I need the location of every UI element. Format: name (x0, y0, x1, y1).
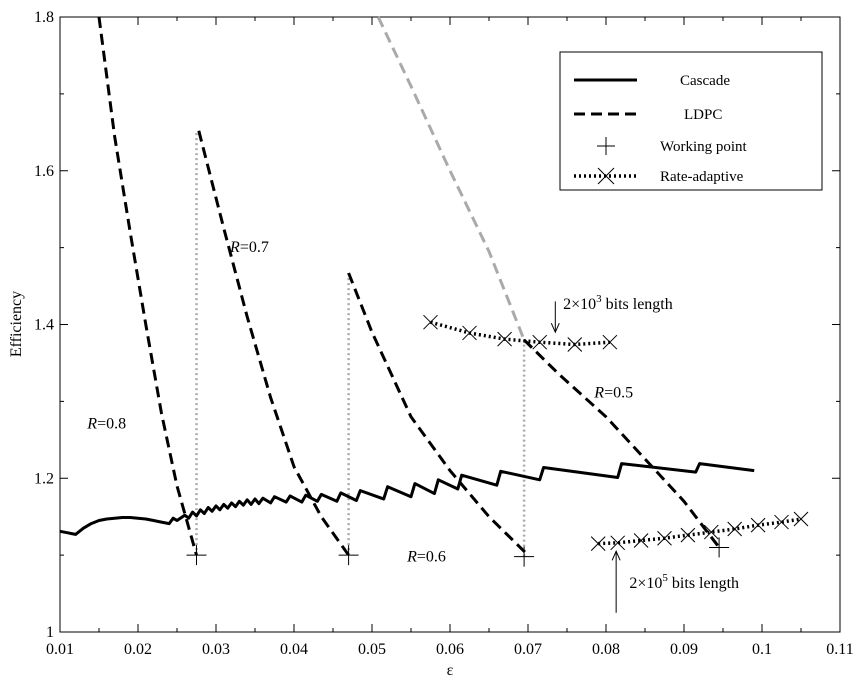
line-ldpc-r-0-6-3 (347, 272, 530, 557)
point-rate-adaptive-2-10-3-bits-length-7-3 (532, 334, 548, 350)
point-rate-adaptive-2-10-5-bits-length-8-5 (703, 524, 719, 540)
rate-label-2: R=0.6 (406, 548, 446, 565)
ticks-layer: 0.01 0.02 0.03 0.04 0.05 0.06 0.07 0.08 0.09 0.1 0… (34, 9, 854, 658)
x-tick-label-8: 0.09 (670, 641, 698, 658)
line-ldpc-r-0-5-4 (523, 338, 721, 549)
y-tick-label-4: 1.8 (34, 9, 54, 26)
point-rate-adaptive-2-10-5-bits-length-8-4 (680, 527, 696, 543)
x-axis-label: ε (447, 662, 454, 679)
point-rate-adaptive-2-10-5-bits-length-8-7 (750, 517, 766, 533)
x-tick-label-3: 0.04 (280, 641, 308, 658)
x-tick-label-1: 0.02 (124, 641, 152, 658)
line-ldpc-r-0-8-1 (97, 16, 198, 556)
point-rate-adaptive-2-10-3-bits-length-7-4 (567, 337, 583, 352)
legend-swatch-working-point (597, 137, 615, 155)
point-rate-adaptive-2-10-5-bits-length-8-3 (657, 530, 672, 546)
series-ldpc-r-0-6-3 (347, 272, 530, 557)
point-rate-adaptive-2-10-5-bits-length-8-2 (633, 533, 649, 548)
point-rate-adaptive-2-10-3-bits-length-7-5 (602, 334, 618, 350)
length-label-0: 2×103 bits length (563, 293, 673, 313)
series-ldpc-r-0-5-4 (523, 338, 721, 549)
length-arrow-1 (611, 550, 621, 613)
rate-label-1: R=0.7 (229, 239, 269, 256)
point-rate-adaptive-2-10-3-bits-length-7-0 (423, 314, 438, 330)
x-tick-label-5: 0.06 (436, 641, 464, 658)
x-tick-label-2: 0.03 (202, 641, 230, 658)
point-working-point-6-1 (338, 545, 359, 566)
x-tick-label-9: 0.1 (752, 641, 772, 658)
legend: Cascade LDPC Working point Rate-adaptive (559, 51, 823, 191)
point-rate-adaptive-2-10-3-bits-length-7-1 (462, 325, 477, 341)
point-rate-adaptive-2-10-5-bits-length-8-9 (793, 511, 809, 527)
y-tick-label-0: 1 (46, 624, 54, 641)
legend-label-working-point: Working point (660, 139, 748, 155)
x-tick-label-0: 0.01 (46, 641, 74, 658)
rate-label-3: R=0.5 (593, 385, 633, 402)
point-rate-adaptive-2-10-5-bits-length-8-8 (774, 514, 789, 530)
line-cascade-0 (59, 462, 755, 536)
line-ldpc-extended-5 (376, 16, 526, 341)
x-tick-label-4: 0.05 (358, 641, 386, 658)
x-tick-label-6: 0.07 (514, 641, 542, 658)
legend-swatch-rate-adaptive-marker (597, 167, 615, 185)
point-working-point-6-0 (186, 545, 207, 566)
point-working-point-6-2 (514, 546, 535, 567)
point-rate-adaptive-2-10-5-bits-length-8-6 (727, 521, 743, 537)
point-rate-adaptive-2-10-3-bits-length-7-2 (497, 331, 512, 347)
series-ldpc-r-0-8-1 (97, 16, 198, 556)
series-rate-adaptive-2-10-5-bits-length-8 (590, 511, 809, 551)
point-working-point-6-3 (709, 537, 730, 558)
series-ldpc-r-0-7-2 (197, 130, 350, 556)
legend-label-ldpc: LDPC (684, 107, 722, 123)
series-working-point-6 (186, 537, 730, 567)
point-rate-adaptive-2-10-5-bits-length-8-1 (610, 535, 626, 551)
length-arrow-0 (550, 301, 560, 334)
y-tick-label-2: 1.4 (34, 317, 54, 334)
line-ldpc-r-0-7-2 (197, 130, 350, 556)
y-tick-label-1: 1.2 (34, 470, 54, 487)
length-label-1: 2×105 bits length (629, 572, 739, 592)
series-cascade-0 (59, 462, 755, 536)
line-rate-adaptive-2-10-5-bits-length-8 (598, 517, 802, 546)
y-tick-label-3: 1.6 (34, 163, 54, 180)
x-tick-label-7: 0.08 (592, 641, 620, 658)
rate-label-0: R=0.8 (86, 415, 126, 432)
series-layer (59, 16, 809, 567)
point-rate-adaptive-2-10-5-bits-length-8-0 (590, 536, 606, 551)
legend-label-cascade: Cascade (680, 73, 730, 89)
series-ldpc-extended-5 (376, 16, 526, 341)
annotation-layer: R=0.8 R=0.7 R=0.6 R=0.5 2×103 bits length 2×1… (86, 239, 739, 613)
series-rate-adaptive-2-10-3-bits-length-7 (423, 314, 618, 352)
legend-label-rate-adaptive: Rate-adaptive (660, 169, 744, 185)
legend-box (559, 51, 823, 191)
y-axis-label: Efficiency (8, 291, 25, 357)
x-tick-label-10: 0.11 (826, 641, 853, 658)
